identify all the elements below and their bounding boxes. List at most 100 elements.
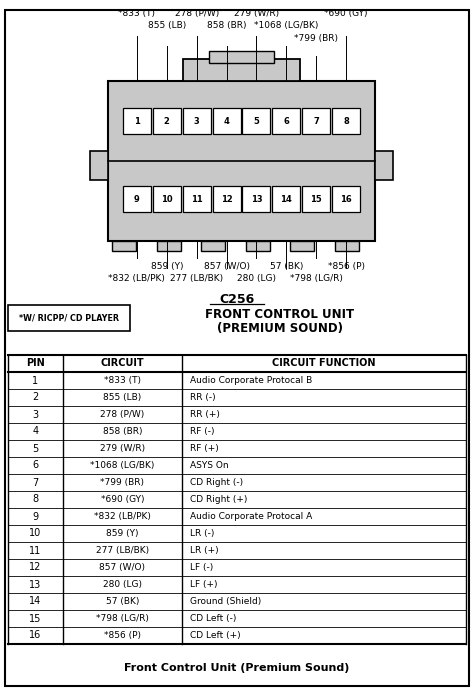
- Text: *690 (GY): *690 (GY): [101, 495, 144, 504]
- Text: 855 (LB): 855 (LB): [103, 393, 142, 402]
- Bar: [8, 305, 130, 331]
- Text: 12: 12: [221, 195, 232, 204]
- Bar: [246, 241, 270, 251]
- Text: 15: 15: [29, 613, 42, 624]
- Text: (PREMIUM SOUND): (PREMIUM SOUND): [217, 322, 343, 335]
- Text: CIRCUIT: CIRCUIT: [100, 358, 144, 368]
- Text: *798 (LG/R): *798 (LG/R): [290, 274, 343, 283]
- Text: 278 (P/W): 278 (P/W): [100, 410, 145, 419]
- Text: 10: 10: [161, 195, 173, 204]
- Text: 8: 8: [32, 494, 38, 505]
- Text: 4: 4: [32, 427, 38, 436]
- Text: 279 (W/R): 279 (W/R): [234, 9, 279, 18]
- Text: 15: 15: [310, 195, 322, 204]
- Text: 7: 7: [32, 477, 38, 487]
- Text: 8: 8: [343, 116, 349, 125]
- Bar: [182, 187, 210, 212]
- Text: Front Control Unit (Premium Sound): Front Control Unit (Premium Sound): [124, 663, 350, 673]
- Text: 12: 12: [29, 562, 42, 573]
- Text: *856 (P): *856 (P): [104, 631, 141, 640]
- Bar: [375, 152, 393, 180]
- Bar: [332, 108, 360, 134]
- Text: *690 (GY): *690 (GY): [324, 9, 368, 18]
- Text: 7: 7: [313, 116, 319, 125]
- Text: 5: 5: [32, 443, 38, 454]
- Text: LR (+): LR (+): [190, 546, 219, 555]
- Text: 14: 14: [29, 596, 42, 606]
- Text: 279 (W/R): 279 (W/R): [100, 444, 145, 453]
- Text: Audio Corporate Protocal B: Audio Corporate Protocal B: [190, 376, 312, 385]
- Bar: [112, 241, 137, 251]
- Text: *W/ RICPP/ CD PLAYER: *W/ RICPP/ CD PLAYER: [19, 313, 119, 322]
- Text: 2: 2: [164, 116, 170, 125]
- Text: 278 (P/W): 278 (P/W): [174, 9, 219, 18]
- Text: CIRCUIT FUNCTION: CIRCUIT FUNCTION: [272, 358, 376, 368]
- Bar: [335, 241, 359, 251]
- Bar: [153, 187, 181, 212]
- Text: 858 (BR): 858 (BR): [207, 21, 246, 30]
- Text: Ground (Shield): Ground (Shield): [190, 597, 261, 606]
- Bar: [242, 187, 271, 212]
- Text: C256: C256: [219, 293, 255, 306]
- Bar: [182, 108, 210, 134]
- Text: 57 (BK): 57 (BK): [270, 262, 303, 271]
- Text: 14: 14: [281, 195, 292, 204]
- Text: 277 (LB/BK): 277 (LB/BK): [96, 546, 149, 555]
- Text: 4: 4: [224, 116, 229, 125]
- Text: 2: 2: [32, 393, 38, 402]
- Text: *799 (BR): *799 (BR): [294, 34, 338, 43]
- Text: *832 (LB/PK): *832 (LB/PK): [109, 274, 165, 283]
- Bar: [291, 241, 314, 251]
- Text: CD Right (-): CD Right (-): [190, 478, 243, 487]
- Bar: [242, 108, 271, 134]
- Text: RR (-): RR (-): [190, 393, 216, 402]
- Text: 16: 16: [29, 631, 42, 640]
- Text: Audio Corporate Protocal A: Audio Corporate Protocal A: [190, 512, 312, 521]
- Bar: [108, 81, 375, 241]
- Text: LF (+): LF (+): [190, 580, 218, 589]
- Text: 280 (LG): 280 (LG): [103, 580, 142, 589]
- Text: *832 (LB/PK): *832 (LB/PK): [94, 512, 151, 521]
- Text: CD Left (-): CD Left (-): [190, 614, 237, 623]
- Bar: [157, 241, 181, 251]
- Text: *799 (BR): *799 (BR): [100, 478, 145, 487]
- Text: 857 (W/O): 857 (W/O): [203, 262, 250, 271]
- Text: 11: 11: [191, 195, 202, 204]
- Text: LR (-): LR (-): [190, 529, 214, 538]
- Text: 859 (Y): 859 (Y): [151, 262, 183, 271]
- Text: 859 (Y): 859 (Y): [106, 529, 139, 538]
- Text: 11: 11: [29, 546, 42, 555]
- Text: 10: 10: [29, 528, 42, 539]
- Text: *1068 (LG/BK): *1068 (LG/BK): [91, 461, 155, 470]
- Text: 277 (LB/BK): 277 (LB/BK): [170, 274, 223, 283]
- Text: 9: 9: [32, 512, 38, 521]
- Text: FRONT CONTROL UNIT: FRONT CONTROL UNIT: [205, 308, 355, 321]
- Text: *1068 (LG/BK): *1068 (LG/BK): [254, 21, 319, 30]
- Text: 858 (BR): 858 (BR): [103, 427, 142, 436]
- Text: ASYS On: ASYS On: [190, 461, 228, 470]
- Text: 280 (LG): 280 (LG): [237, 274, 276, 283]
- Text: 57 (BK): 57 (BK): [106, 597, 139, 606]
- Bar: [302, 187, 330, 212]
- Bar: [201, 241, 226, 251]
- Bar: [210, 51, 273, 63]
- Text: CD Right (+): CD Right (+): [190, 495, 247, 504]
- Text: 1: 1: [32, 376, 38, 386]
- Text: LF (-): LF (-): [190, 563, 213, 572]
- Text: 6: 6: [283, 116, 289, 125]
- Bar: [183, 59, 300, 81]
- Text: 857 (W/O): 857 (W/O): [100, 563, 146, 572]
- Text: 3: 3: [32, 409, 38, 420]
- Bar: [153, 108, 181, 134]
- Text: *833 (T): *833 (T): [118, 9, 155, 18]
- Text: RF (+): RF (+): [190, 444, 219, 453]
- Text: CD Left (+): CD Left (+): [190, 631, 241, 640]
- Bar: [302, 108, 330, 134]
- Bar: [212, 108, 241, 134]
- Bar: [332, 187, 360, 212]
- Bar: [212, 187, 241, 212]
- Text: *856 (P): *856 (P): [328, 262, 365, 271]
- Bar: [272, 108, 301, 134]
- Bar: [272, 187, 301, 212]
- Text: RF (-): RF (-): [190, 427, 215, 436]
